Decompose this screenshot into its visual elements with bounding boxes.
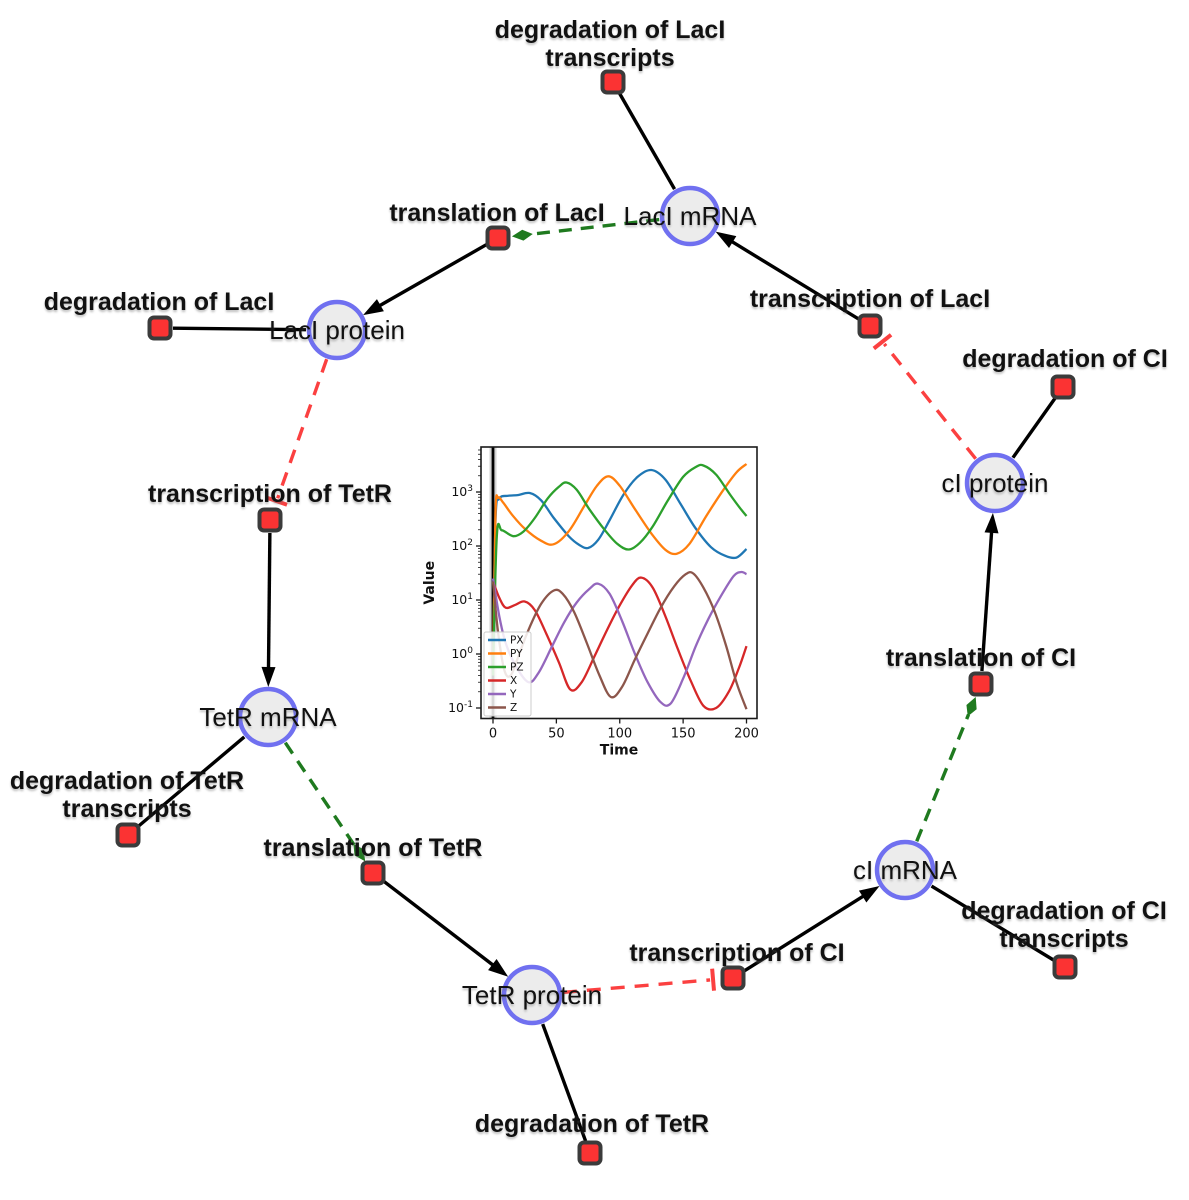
edge-inhibition-ci-prot-tr-laci [882, 342, 978, 460]
edge-product-transl-tetr-tetr-prot [382, 879, 497, 969]
reaction-label-deg-laci-tx-line2: transcripts [545, 44, 674, 72]
edge-product-transl-ci-ci-prot [980, 528, 994, 672]
reaction-node-deg-ci [1050, 374, 1076, 400]
edge-modifier-ci-mrna-transl-ci [915, 713, 971, 842]
nodes-layer [115, 69, 1078, 1166]
edge-product-transl-ci-ci-prot-arrowhead-icon [984, 512, 999, 534]
reaction-label-tr-tetr: transcription of TetR [148, 480, 392, 508]
edge-product-tr-laci-laci-mrna-arrowhead-icon [715, 231, 737, 249]
edge-inhibition-ci-prot-tr-laci-tbar-icon [872, 333, 893, 351]
species-label-laci-prot: LacI protein [269, 315, 405, 345]
chart-frame [480, 446, 758, 720]
chart-series-X [491, 576, 748, 711]
edge-product-tr-tetr-tetr-mrna-arrowhead-icon [261, 666, 276, 688]
chart-series-PX [491, 468, 748, 676]
x-tick-label-100: 100 [607, 727, 632, 742]
species-node-tetr-prot [501, 964, 563, 1026]
edge-reactant-ci-mrna-deg-ci-tx [930, 884, 1055, 962]
edge-product-transl-laci-laci-prot-arrowhead-icon [363, 299, 384, 316]
reaction-label-deg-laci: degradation of LacI [44, 288, 275, 316]
edge-reactant-laci-prot-deg-laci [172, 326, 307, 332]
reaction-node-tr-tetr [257, 507, 283, 533]
edge-modifier-tetr-mrna-transl-tetr-arrowhead-icon [353, 843, 366, 862]
reaction-label-transl-tetr: translation of TetR [264, 834, 483, 862]
reaction-label-deg-ci-tx: degradation of CI [961, 897, 1167, 925]
labels-layer: LacI mRNA LacI protein TetR mRNA TetR prote… [10, 16, 1168, 1138]
reaction-label-deg-ci: degradation of CI [962, 345, 1168, 373]
edge-inhibition-tetr-prot-tr-ci-tbar-icon [710, 968, 716, 991]
reaction-node-deg-ci-tx [1052, 954, 1078, 980]
legend-label-Y: Y [509, 689, 517, 701]
edge-reactant-ci-prot-deg-ci [1011, 396, 1057, 459]
reaction-node-transl-laci [485, 225, 511, 251]
species-label-ci-mrna: cI mRNA [853, 855, 958, 885]
edges-layer [136, 92, 1057, 1142]
x-tick-label-200: 200 [734, 727, 759, 742]
species-node-ci-prot [964, 452, 1026, 514]
edge-modifier-laci-mrna-transl-laci-arrowhead-icon [511, 229, 533, 241]
edge-inhibition-tetr-prot-tr-ci [562, 978, 711, 995]
x-tick-label-150: 150 [671, 727, 696, 742]
legend-label-PX: PX [510, 635, 524, 647]
species-node-laci-prot [306, 299, 368, 361]
species-label-tetr-mrna: TetR mRNA [199, 702, 337, 732]
edge-inhibition-laci-prot-tr-tetr-tbar-icon [265, 495, 288, 507]
edge-product-tr-laci-laci-mrna [728, 238, 860, 321]
legend-label-PY: PY [510, 648, 523, 660]
reaction-node-tr-laci [857, 313, 883, 339]
y-axis-label: Value [422, 561, 438, 605]
edge-inhibition-laci-prot-tr-tetr [276, 358, 329, 499]
species-label-ci-prot: cI protein [942, 468, 1049, 498]
legend-label-PZ: PZ [510, 662, 524, 674]
edge-reactant-laci-mrna-deg-laci-tx [618, 92, 677, 190]
legend-label-X: X [510, 675, 517, 687]
x-axis-label: Time [600, 743, 638, 759]
reaction-label-tr-laci: transcription of LacI [750, 285, 990, 313]
reaction-node-deg-laci [147, 315, 173, 341]
reaction-label-deg-tetr-tx: degradation of TetR [10, 767, 244, 795]
species-label-tetr-prot: TetR protein [462, 980, 602, 1010]
reaction-label-deg-tetr-tx-line2: transcripts [62, 795, 191, 823]
timecourse-chart: 0 50 100 150 20010-1100101102103TimeValuePXP… [422, 446, 759, 759]
reaction-label-deg-ci-tx-line2: transcripts [999, 925, 1128, 953]
y-tick-label-1e-1: 10-1 [448, 700, 473, 715]
chart-series-PZ [491, 463, 748, 676]
y-tick-label-1e1: 101 [451, 592, 473, 607]
reaction-label-deg-tetr: degradation of TetR [475, 1110, 709, 1138]
reaction-node-tr-ci [720, 965, 746, 991]
reaction-node-deg-laci-tx [600, 69, 626, 95]
legend-label-Z: Z [510, 702, 517, 714]
species-label-laci-mrna: LacI mRNA [624, 201, 758, 231]
edge-product-tr-ci-ci-mrna [743, 893, 867, 973]
y-tick-label-1e2: 102 [451, 538, 473, 553]
reaction-label-transl-ci: translation of CI [886, 644, 1076, 672]
reaction-node-deg-tetr-tx [115, 822, 141, 848]
edge-product-transl-tetr-tetr-prot-arrowhead-icon [488, 959, 509, 977]
edge-reactant-tetr-prot-deg-tetr [541, 1023, 588, 1142]
reaction-node-transl-tetr [360, 860, 386, 886]
edge-product-tr-tetr-tetr-mrna [266, 532, 272, 672]
chart-legend [483, 631, 532, 717]
reaction-node-deg-tetr [577, 1140, 603, 1166]
species-node-ci-mrna [874, 839, 936, 901]
edge-modifier-ci-mrna-transl-ci-arrowhead-icon [966, 696, 977, 717]
species-node-tetr-mrna [237, 686, 299, 748]
reaction-label-tr-ci: transcription of CI [629, 939, 844, 967]
edge-modifier-tetr-mrna-transl-tetr [283, 741, 356, 847]
x-tick-label-50: 50 [548, 727, 565, 742]
y-tick-label-1e0: 100 [451, 646, 473, 661]
x-tick-label-0: 0 [489, 727, 497, 742]
chart-series-PY [491, 463, 748, 676]
edge-product-tr-ci-ci-mrna-arrowhead-icon [858, 885, 880, 903]
species-node-laci-mrna [659, 185, 721, 247]
reaction-node-transl-ci [968, 671, 994, 697]
edge-reactant-tetr-mrna-deg-tetr-tx [136, 735, 246, 828]
y-tick-label-1e3: 103 [451, 484, 473, 499]
edge-product-transl-laci-laci-prot [376, 242, 488, 309]
reaction-label-transl-laci: translation of LacI [389, 199, 604, 227]
reaction-label-deg-laci-tx: degradation of LacI [495, 16, 726, 44]
